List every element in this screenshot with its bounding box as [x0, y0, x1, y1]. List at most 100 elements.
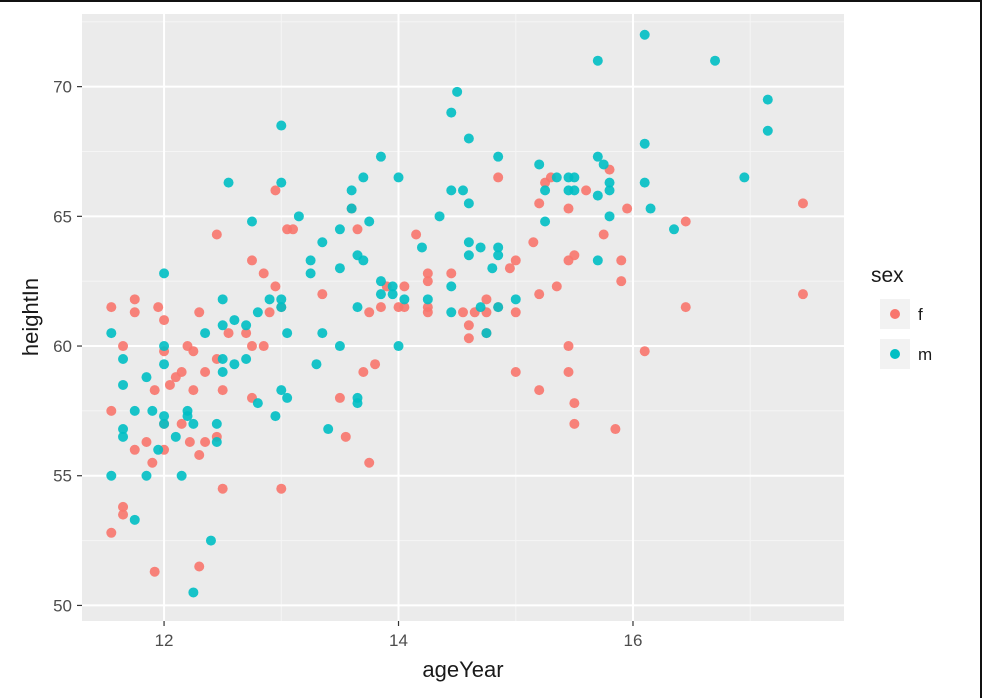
data-points [106, 29, 808, 598]
data-point-f [510, 366, 521, 377]
data-point-f [569, 398, 580, 409]
data-point-f [563, 203, 574, 214]
data-point-f [528, 237, 539, 248]
data-point-m [387, 289, 398, 300]
data-point-m [241, 354, 252, 365]
data-point-f [422, 276, 433, 287]
data-point-f [211, 229, 222, 240]
data-point-m [458, 185, 468, 196]
data-point-m [352, 398, 363, 409]
data-point-m [569, 172, 580, 183]
data-point-f [149, 385, 160, 396]
data-point-m [229, 315, 240, 326]
y-axis-ticks: 50 55 60 65 70 [53, 78, 82, 615]
data-point-f [188, 385, 199, 396]
data-point-m [141, 470, 152, 481]
legend-key-m [890, 349, 900, 359]
data-point-f [147, 457, 158, 468]
data-point-m [188, 587, 199, 598]
data-point-f [258, 341, 269, 352]
data-point-m [293, 211, 304, 222]
data-point-m [352, 302, 363, 313]
data-point-f [317, 289, 328, 300]
data-point-f [149, 566, 160, 577]
data-point-m [282, 328, 293, 339]
data-point-m [569, 185, 580, 196]
data-point-f [200, 366, 211, 377]
data-point-m [463, 133, 474, 144]
data-point-f [510, 307, 521, 318]
data-point-m [217, 366, 228, 377]
data-point-m [592, 255, 603, 266]
data-point-m [604, 177, 615, 188]
data-point-m [334, 263, 345, 274]
data-point-f [340, 431, 351, 442]
data-point-m [118, 431, 129, 442]
data-point-m [217, 294, 228, 305]
data-point-f [639, 346, 650, 357]
data-point-m [170, 431, 181, 442]
data-point-m [317, 328, 328, 339]
data-point-m [129, 514, 140, 525]
data-point-f [504, 263, 515, 274]
data-point-f [370, 359, 381, 370]
data-point-m [323, 424, 334, 435]
data-point-m [282, 392, 293, 403]
legend: sex f m [871, 264, 932, 369]
data-point-m [159, 411, 170, 422]
y-tick-label: 65 [53, 207, 72, 226]
data-point-f [598, 229, 609, 240]
data-point-m [334, 341, 345, 352]
data-point-f [141, 437, 152, 448]
data-point-m [416, 242, 427, 253]
data-point-m [229, 359, 240, 370]
data-point-m [762, 125, 773, 136]
x-tick-label: 16 [624, 631, 643, 650]
data-point-m [129, 405, 140, 416]
data-point-m [141, 372, 152, 383]
y-tick-label: 70 [53, 78, 72, 97]
data-point-f [106, 302, 117, 313]
data-point-f [217, 483, 228, 494]
data-point-m [217, 354, 228, 365]
data-point-m [739, 172, 750, 183]
data-point-f [118, 341, 129, 352]
data-point-f [200, 437, 211, 448]
data-point-m [159, 418, 170, 429]
data-point-m [147, 405, 158, 416]
data-point-f [610, 424, 621, 435]
data-point-m [534, 159, 545, 170]
data-point-f [399, 302, 410, 313]
data-point-f [153, 302, 164, 313]
data-point-m [393, 341, 404, 352]
legend-title: sex [871, 264, 904, 287]
data-point-f [481, 294, 492, 305]
data-point-f [270, 185, 281, 196]
data-point-m [604, 211, 615, 222]
data-point-f [411, 229, 422, 240]
data-point-f [352, 224, 363, 235]
data-point-f [159, 315, 170, 326]
data-point-f [534, 385, 545, 396]
data-point-f [194, 561, 205, 572]
data-point-m [211, 418, 222, 429]
data-point-f [534, 289, 545, 300]
data-point-f [463, 333, 474, 344]
legend-key-f [890, 309, 900, 319]
plot-panel [82, 14, 844, 621]
data-point-f [569, 418, 580, 429]
data-point-f [164, 379, 175, 390]
data-point-m [551, 172, 562, 183]
data-point-m [176, 470, 187, 481]
data-point-m [762, 94, 773, 105]
data-point-m [487, 263, 498, 274]
data-point-m [475, 242, 486, 253]
data-point-f [375, 302, 386, 313]
data-point-m [475, 302, 486, 313]
right-border [980, 0, 982, 698]
data-point-m [710, 55, 721, 66]
data-point-m [182, 411, 193, 422]
data-point-m [364, 216, 375, 227]
data-point-m [375, 276, 386, 287]
data-point-m [246, 216, 257, 227]
